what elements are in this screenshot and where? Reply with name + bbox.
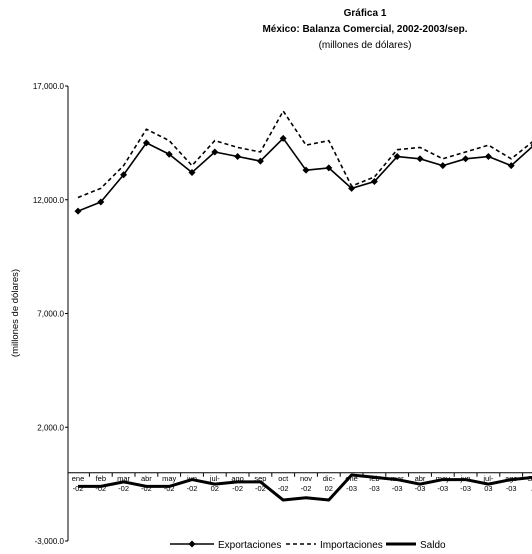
- x-tick-label: feb: [96, 474, 106, 483]
- x-tick-label: -03: [415, 484, 426, 493]
- data-point-exportaciones: [234, 153, 242, 161]
- x-tick-label: 02: [211, 484, 219, 493]
- x-tick-label: -02: [73, 484, 84, 493]
- y-tick-label: -3,000.0: [35, 537, 65, 546]
- series-line-saldo: [78, 473, 532, 502]
- chart-title: Gráfica 1: [343, 8, 387, 19]
- x-tick-label: ene: [345, 474, 358, 483]
- x-tick-label: jul-: [209, 474, 221, 483]
- x-tick-label: -02: [118, 484, 129, 493]
- legend-label-saldo: Saldo: [420, 540, 446, 551]
- data-point-exportaciones: [97, 198, 105, 206]
- data-point-exportaciones: [211, 148, 219, 156]
- x-tick-label: sep: [254, 474, 266, 483]
- data-point-exportaciones: [325, 164, 333, 172]
- x-tick-label: 03: [484, 484, 492, 493]
- legend-label-importaciones: Importaciones: [320, 540, 383, 551]
- y-axis-label: (millones de dólares): [10, 269, 21, 357]
- x-tick-label: ago: [231, 474, 244, 483]
- x-tick-label: -02: [187, 484, 198, 493]
- y-tick-label: 2,000.0: [37, 423, 64, 432]
- data-point-exportaciones: [348, 184, 356, 192]
- chart-subtitle: México: Balanza Comercial, 2002-2003/sep…: [262, 24, 468, 35]
- data-point-exportaciones: [165, 150, 173, 158]
- y-tick-label: 12,000.0: [33, 196, 65, 205]
- x-tick-label: Sep: [527, 474, 532, 483]
- data-point-exportaciones: [370, 178, 378, 186]
- x-tick-label: ago: [505, 474, 518, 483]
- x-tick-label: jul-: [482, 474, 494, 483]
- x-tick-label: oct: [278, 474, 289, 483]
- chart-units: (millones de dólares): [318, 40, 412, 51]
- x-tick-label: -02: [278, 484, 289, 493]
- series-line-importaciones: [77, 110, 532, 199]
- x-tick-label: abr: [141, 474, 152, 483]
- data-point-exportaciones: [256, 157, 264, 165]
- x-tick-label: 02: [325, 484, 333, 493]
- data-point-exportaciones: [120, 171, 128, 179]
- x-tick-label: -02: [141, 484, 152, 493]
- x-tick-label: -02: [232, 484, 243, 493]
- y-tick-label: 7,000.0: [37, 310, 64, 319]
- data-point-exportaciones: [188, 168, 196, 176]
- x-tick-label: -03: [346, 484, 357, 493]
- x-tick-label: jun: [460, 474, 471, 483]
- x-tick-label: -03: [392, 484, 403, 493]
- y-tick-label: 17,000.0: [33, 82, 65, 91]
- x-tick-label: feb: [369, 474, 379, 483]
- x-tick-label: -02: [164, 484, 175, 493]
- x-tick-label: nov: [300, 474, 312, 483]
- x-tick-label: mar: [391, 474, 404, 483]
- data-point-exportaciones: [74, 207, 82, 215]
- x-tick-label: dic-: [323, 474, 336, 483]
- data-point-exportaciones: [416, 155, 424, 163]
- legend-marker: [188, 540, 196, 548]
- data-point-exportaciones: [439, 162, 447, 170]
- legend-label-exportaciones: Exportaciones: [218, 540, 281, 551]
- data-point-exportaciones: [393, 153, 401, 161]
- x-tick-label: jun: [186, 474, 197, 483]
- x-tick-label: ene: [72, 474, 85, 483]
- data-point-exportaciones: [302, 166, 310, 174]
- x-tick-label: -03: [506, 484, 517, 493]
- x-tick-label: -03: [369, 484, 380, 493]
- series-line-exportaciones: [77, 137, 532, 212]
- data-point-exportaciones: [507, 162, 515, 170]
- data-point-exportaciones: [484, 153, 492, 161]
- x-tick-label: may: [162, 474, 176, 483]
- x-tick-label: -02: [301, 484, 312, 493]
- x-tick-label: -02: [95, 484, 106, 493]
- x-tick-label: -03: [437, 484, 448, 493]
- x-tick-label: -03: [460, 484, 471, 493]
- data-point-exportaciones: [462, 155, 470, 163]
- x-tick-label: mar: [117, 474, 130, 483]
- x-tick-label: may: [436, 474, 450, 483]
- data-point-exportaciones: [142, 139, 150, 147]
- x-tick-label: abr: [415, 474, 426, 483]
- data-point-exportaciones: [279, 134, 287, 142]
- x-tick-label: -02: [255, 484, 266, 493]
